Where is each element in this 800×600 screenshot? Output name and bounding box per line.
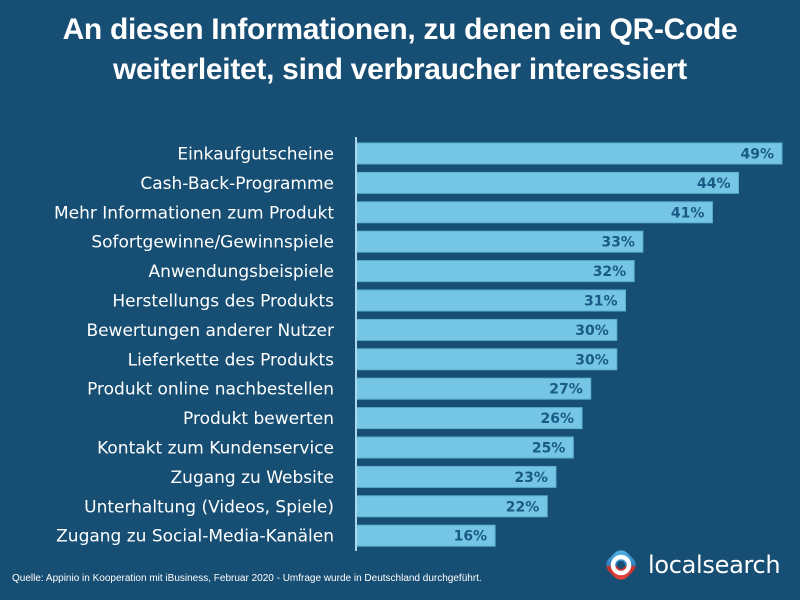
brand-name: localsearch	[648, 551, 781, 579]
chart-title-line-2: weiterleitet, sind verbraucher interessi…	[112, 53, 687, 86]
value-label: 26%	[541, 411, 575, 427]
category-label: Cash-Back-Programme	[140, 174, 334, 194]
value-label: 16%	[454, 529, 488, 545]
source-note: Quelle: Appinio in Kooperation mit iBusi…	[12, 573, 482, 584]
value-label: 33%	[601, 235, 635, 251]
category-label: Kontakt zum Kundenservice	[97, 439, 334, 459]
chart-title: An diesen Informationen, zu denen ein QR…	[0, 10, 800, 90]
bar-2	[355, 171, 740, 194]
value-label: 22%	[506, 499, 540, 515]
category-label: Zugang zu Website	[171, 468, 334, 488]
category-label: Produkt bewerten	[183, 409, 334, 429]
category-label: Mehr Informationen zum Produkt	[54, 203, 334, 223]
category-label: Unterhaltung (Videos, Spiele)	[84, 497, 334, 517]
category-label: Einkaufgutscheine	[177, 145, 334, 165]
brand-logo: localsearch	[602, 545, 781, 585]
category-label: Herstellungs des Produkts	[112, 292, 334, 312]
chart-title-line-1: An diesen Informationen, zu denen ein QR…	[62, 13, 738, 46]
localsearch-logo-icon	[606, 550, 636, 580]
value-label: 44%	[697, 176, 731, 192]
value-label: 25%	[532, 441, 566, 457]
bar-4	[355, 230, 644, 253]
category-label: Zugang zu Social-Media-Kanälen	[56, 527, 334, 547]
value-label: 27%	[549, 382, 583, 398]
category-label: Produkt online nachbestellen	[87, 380, 334, 400]
category-label: Anwendungsbeispiele	[148, 262, 334, 282]
value-label: 49%	[740, 147, 774, 163]
category-label: Bewertungen anderer Nutzer	[86, 321, 334, 341]
value-label: 30%	[575, 352, 609, 368]
value-label: 32%	[593, 264, 627, 280]
bar-1	[355, 142, 783, 165]
value-label: 41%	[671, 205, 705, 221]
bar-3	[355, 201, 713, 224]
value-label: 30%	[575, 323, 609, 339]
value-label: 23%	[514, 470, 548, 486]
category-label: Sofortgewinne/Gewinnspiele	[91, 233, 334, 253]
category-label: Lieferkette des Produkts	[128, 350, 335, 370]
value-label: 31%	[584, 294, 618, 310]
